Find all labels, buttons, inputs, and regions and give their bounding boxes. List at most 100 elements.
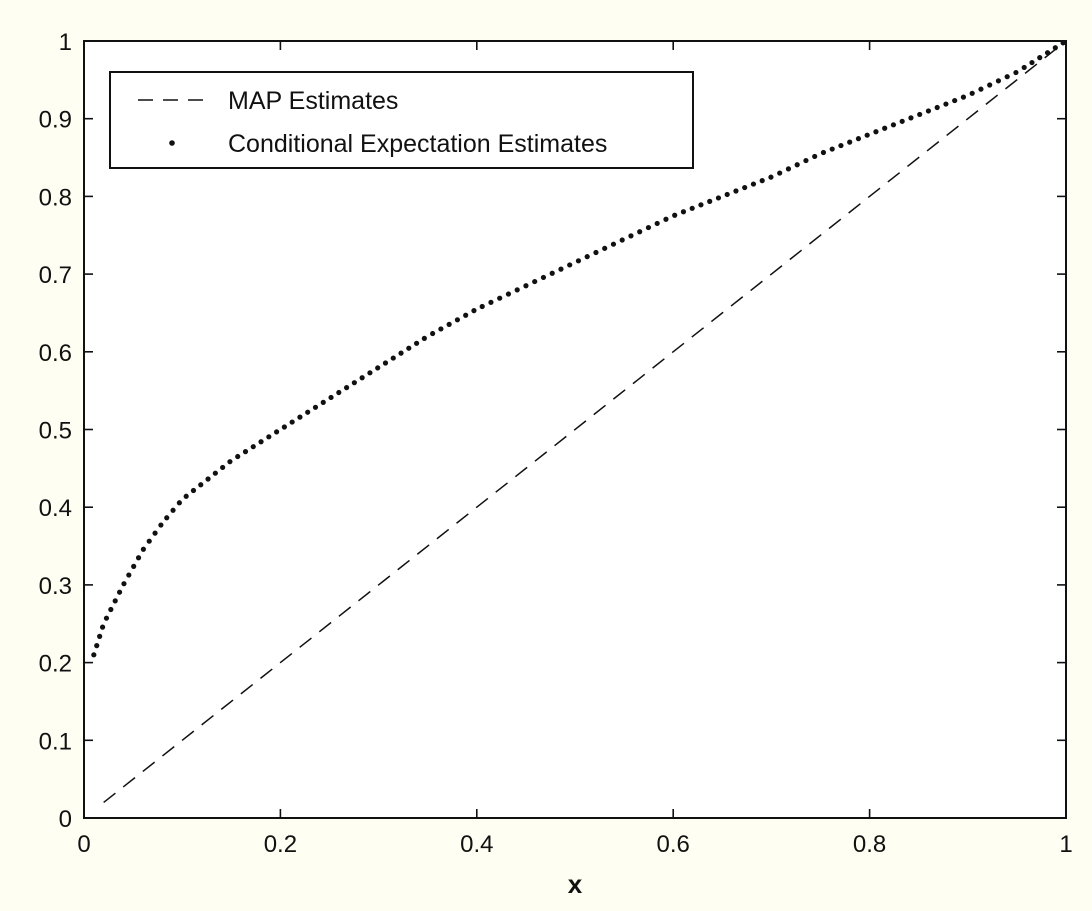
series-conditional-expectation-point bbox=[707, 198, 713, 204]
y-tick-label: 0.3 bbox=[39, 573, 72, 600]
x-tick-label: 0.8 bbox=[853, 831, 886, 858]
series-conditional-expectation-point bbox=[654, 220, 660, 227]
series-conditional-expectation-point bbox=[637, 229, 643, 235]
series-conditional-expectation-point bbox=[297, 414, 303, 420]
y-tick-label: 0.8 bbox=[39, 184, 72, 211]
series-conditional-expectation-point bbox=[978, 86, 984, 92]
series-conditional-expectation-point bbox=[135, 555, 142, 561]
series-conditional-expectation-point bbox=[421, 335, 427, 341]
series-conditional-expectation-point bbox=[838, 142, 844, 149]
series-conditional-expectation-point bbox=[108, 606, 114, 613]
series-conditional-expectation-point bbox=[628, 233, 634, 239]
series-conditional-expectation-point bbox=[847, 139, 853, 145]
series-conditional-expectation-point bbox=[829, 146, 835, 152]
series-conditional-expectation-point bbox=[406, 345, 412, 351]
plot-frame bbox=[83, 40, 1067, 819]
series-conditional-expectation-point bbox=[463, 312, 469, 318]
series-conditional-expectation-point bbox=[724, 191, 730, 198]
y-tick-label: 0.5 bbox=[39, 418, 72, 445]
series-conditional-expectation-point bbox=[540, 274, 547, 281]
series-conditional-expectation-point bbox=[488, 299, 494, 305]
series-conditional-expectation-point bbox=[227, 459, 233, 465]
x-tick-label: 0.6 bbox=[657, 831, 690, 858]
series-conditional-expectation-point bbox=[523, 283, 529, 289]
series-conditional-expectation-point bbox=[610, 241, 617, 247]
series-conditional-expectation-point bbox=[305, 409, 311, 415]
series-conditional-expectation-point bbox=[969, 90, 975, 96]
series-conditional-expectation-point bbox=[97, 633, 103, 639]
series-conditional-expectation-point bbox=[514, 287, 520, 293]
series-conditional-expectation-point bbox=[99, 624, 106, 630]
series-conditional-expectation-point bbox=[1004, 74, 1010, 80]
series-layer bbox=[91, 40, 1067, 804]
series-conditional-expectation-point bbox=[584, 254, 590, 260]
series-conditional-expectation-point bbox=[212, 470, 218, 476]
series-conditional-expectation-point bbox=[336, 389, 342, 396]
series-conditional-expectation-point bbox=[602, 245, 608, 251]
y-tick-label: 0.2 bbox=[39, 651, 72, 678]
series-conditional-expectation-point bbox=[899, 118, 905, 124]
series-conditional-expectation-point bbox=[759, 178, 765, 184]
series-conditional-expectation-point bbox=[890, 122, 897, 128]
series-conditional-expectation-point bbox=[367, 370, 373, 376]
series-conditional-expectation-point bbox=[785, 166, 792, 172]
series-conditional-expectation-point bbox=[250, 444, 256, 450]
y-tick-label: 0 bbox=[59, 806, 72, 833]
series-conditional-expectation-point bbox=[235, 453, 241, 460]
x-tick-label: 1 bbox=[1059, 831, 1072, 858]
series-conditional-expectation-point bbox=[698, 202, 704, 208]
series-conditional-expectation-point bbox=[131, 563, 137, 569]
series-conditional-expectation-point bbox=[803, 157, 809, 164]
series-conditional-expectation-point bbox=[126, 572, 132, 578]
y-tick-label: 0.6 bbox=[39, 340, 72, 367]
series-conditional-expectation-point bbox=[663, 216, 669, 222]
series-conditional-expectation-point bbox=[242, 449, 249, 455]
series-conditional-expectation-point bbox=[680, 209, 687, 215]
series-conditional-expectation-point bbox=[273, 429, 280, 435]
series-conditional-expectation-point bbox=[454, 317, 461, 323]
legend-box bbox=[109, 71, 694, 169]
series-conditional-expectation-point bbox=[768, 174, 774, 180]
series-conditional-expectation-point bbox=[205, 476, 211, 482]
series-conditional-expectation-point bbox=[593, 249, 599, 256]
series-conditional-expectation-point bbox=[258, 439, 264, 445]
series-conditional-expectation-point bbox=[170, 507, 176, 513]
series-conditional-expectation-point bbox=[1037, 55, 1043, 61]
series-conditional-expectation-point bbox=[952, 97, 958, 104]
series-conditional-expectation-point bbox=[198, 482, 204, 488]
series-conditional-expectation-point bbox=[430, 330, 436, 337]
series-conditional-expectation-point bbox=[742, 184, 748, 191]
series-conditional-expectation-point bbox=[532, 278, 538, 285]
series-conditional-expectation-point bbox=[116, 589, 123, 595]
series-conditional-expectation-point bbox=[908, 115, 914, 121]
series-conditional-expectation-point bbox=[820, 149, 827, 156]
series-conditional-expectation-point bbox=[320, 399, 326, 405]
series-conditional-expectation-point bbox=[176, 500, 182, 506]
series-conditional-expectation-point bbox=[960, 94, 967, 100]
series-conditional-expectation-point bbox=[471, 308, 477, 314]
legend: MAP Estimates Conditional Expectation Es… bbox=[109, 71, 694, 169]
series-conditional-expectation-point bbox=[158, 522, 164, 528]
series-conditional-expectation-point bbox=[103, 615, 110, 621]
series-conditional-expectation-point bbox=[777, 170, 783, 176]
series-conditional-expectation-point bbox=[390, 355, 396, 361]
x-tick-label: 0 bbox=[77, 831, 90, 858]
series-conditional-expectation-point bbox=[140, 546, 147, 552]
y-tick-label: 0.7 bbox=[39, 262, 72, 289]
series-conditional-expectation-point bbox=[733, 188, 739, 194]
series-conditional-expectation-point bbox=[328, 394, 334, 401]
legend-swatch-conditional bbox=[169, 140, 175, 146]
series-conditional-expectation-point bbox=[1013, 69, 1019, 76]
series-conditional-expectation-point bbox=[855, 136, 862, 142]
series-conditional-expectation-point bbox=[121, 581, 127, 587]
series-conditional-expectation-point bbox=[864, 132, 870, 138]
series-conditional-expectation-point bbox=[1029, 59, 1035, 66]
series-conditional-expectation-point bbox=[183, 493, 189, 499]
series-conditional-expectation-point bbox=[438, 326, 444, 332]
series-conditional-expectation-point bbox=[549, 270, 555, 276]
series-conditional-expectation-point bbox=[934, 104, 940, 111]
series-conditional-expectation-point bbox=[925, 108, 932, 114]
series-conditional-expectation-point bbox=[91, 652, 97, 658]
series-conditional-expectation-point bbox=[312, 404, 319, 410]
